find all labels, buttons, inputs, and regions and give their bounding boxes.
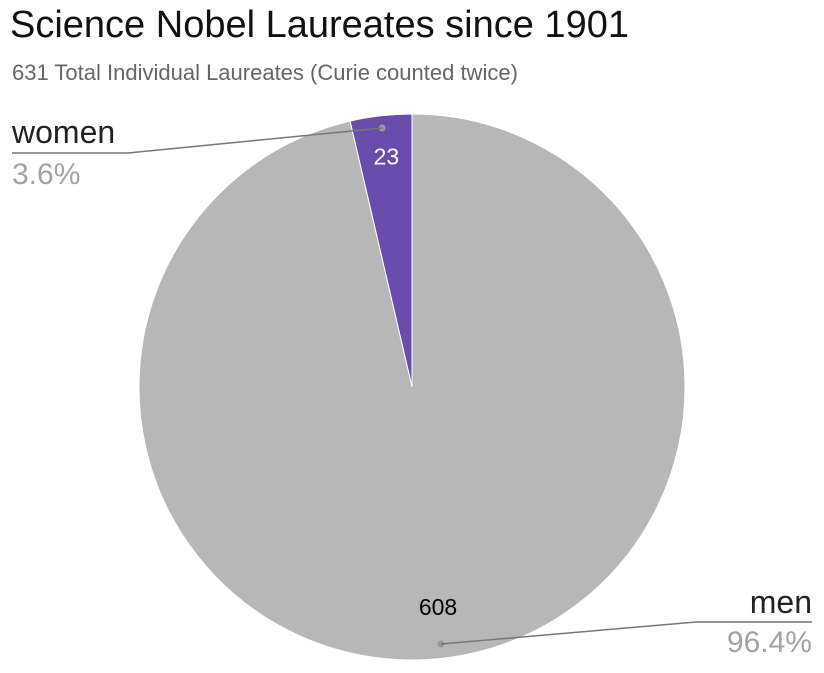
leader-line-women	[12, 127, 383, 154]
chart-title: Science Nobel Laureates since 1901	[10, 4, 629, 46]
slice-value-women: 23	[374, 144, 400, 170]
pie-slices	[138, 113, 686, 661]
slice-value-men: 608	[419, 594, 457, 620]
label-men-percent: 96.4%	[727, 626, 812, 659]
label-men-name: men	[750, 584, 812, 620]
label-women-percent: 3.6%	[12, 158, 80, 191]
chart-subtitle: 631 Total Individual Laureates (Curie co…	[12, 60, 518, 85]
pie-slice-men	[138, 113, 686, 661]
leader-line-men	[440, 621, 812, 645]
pie-labels: 23 608 women 3.6% men 96.4%	[11, 114, 812, 659]
label-women-name: women	[11, 114, 115, 150]
